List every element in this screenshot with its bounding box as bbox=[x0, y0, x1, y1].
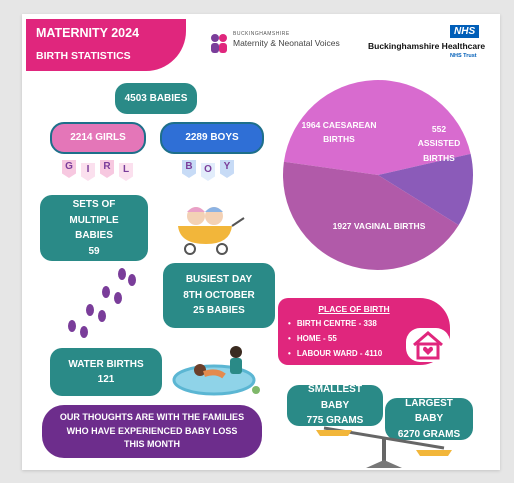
footprints-illustration bbox=[68, 268, 136, 338]
largest-baby-label: LARGEST BABY bbox=[405, 397, 453, 425]
busiest-day-box: BUSIEST DAY 8TH OCTOBER 25 BABIES bbox=[163, 263, 275, 328]
trust-suffix: NHS Trust bbox=[450, 53, 477, 59]
water-births-label: WATER BIRTHS bbox=[68, 358, 144, 370]
slice-label: 552 ASSISTED BIRTHS bbox=[417, 124, 461, 163]
multiples-box: SETS OF MULTIPLE BABIES 59 bbox=[40, 195, 148, 261]
banner-letter: G bbox=[62, 160, 76, 178]
place-of-birth-item: BIRTH CENTRE - 338 bbox=[288, 316, 450, 331]
multiples-value: 59 bbox=[88, 245, 100, 257]
header-title: MATERNITY 2024 bbox=[36, 26, 140, 40]
pram-illustration bbox=[178, 207, 245, 255]
banner-letter: I bbox=[81, 163, 95, 181]
place-of-birth-list: BIRTH CENTRE - 338HOME - 55LABOUR WARD -… bbox=[288, 316, 450, 362]
nhs-logo: NHS bbox=[450, 25, 480, 38]
message-box: OUR THOUGHTS ARE WITH THE FAMILIES WHO H… bbox=[42, 405, 262, 458]
pie-slice bbox=[283, 161, 459, 270]
slice-label: 1964 CAESAREAN BIRTHS bbox=[301, 120, 377, 145]
banner-letter: O bbox=[201, 163, 215, 181]
busiest-day-value: 25 BABIES bbox=[193, 305, 245, 317]
girls-box: 2214 GIRLS bbox=[50, 122, 146, 154]
largest-baby-value: 6270 GRAMS bbox=[397, 428, 461, 440]
banner-letter: B bbox=[182, 160, 196, 178]
banner-letter: Y bbox=[220, 160, 234, 178]
header-subtitle: BIRTH STATISTICS bbox=[36, 50, 131, 62]
mnv-icon bbox=[211, 34, 227, 53]
mnv-name: Maternity & Neonatal Voices bbox=[233, 38, 340, 48]
busiest-day-date: 8TH OCTOBER bbox=[183, 289, 255, 301]
banner-letter: R bbox=[100, 160, 114, 178]
scale-illustration bbox=[316, 426, 452, 468]
birth-type-pie bbox=[283, 79, 473, 270]
place-of-birth-item: HOME - 55 bbox=[288, 331, 450, 346]
water-births-box: WATER BIRTHS 121 bbox=[50, 348, 162, 396]
largest-baby-box: LARGEST BABY 6270 GRAMS bbox=[385, 398, 473, 440]
water-births-value: 121 bbox=[97, 374, 115, 385]
boys-box: 2289 BOYS bbox=[160, 122, 264, 154]
busiest-day-label: BUSIEST DAY bbox=[185, 274, 253, 286]
smallest-baby-label: SMALLEST BABY bbox=[308, 384, 362, 411]
water-birth-illustration bbox=[172, 346, 260, 396]
infographic: MATERNITY 2024 BIRTH STATISTICS BUCKINGH… bbox=[22, 14, 500, 470]
header-banner bbox=[26, 19, 186, 71]
babies-box: 4503 BABIES bbox=[115, 83, 197, 114]
multiples-label: SETS OF MULTIPLE BABIES bbox=[69, 199, 119, 241]
slice-label: 1927 VAGINAL BIRTHS bbox=[332, 221, 426, 231]
house-icon bbox=[406, 328, 450, 362]
smallest-baby-box: SMALLEST BABY 775 GRAMS bbox=[287, 384, 383, 427]
banner-letter: L bbox=[119, 163, 133, 181]
place-of-birth-item: LABOUR WARD - 4110 bbox=[288, 346, 450, 361]
mnv-top: BUCKINGHAMSHIRE bbox=[233, 31, 290, 37]
trust-name: Buckinghamshire Healthcare bbox=[368, 41, 486, 51]
pie-slice bbox=[378, 153, 473, 226]
place-of-birth-title: PLACE OF BIRTH bbox=[318, 304, 390, 314]
pie-slice bbox=[283, 79, 471, 175]
smallest-baby-value: 775 GRAMS bbox=[306, 415, 364, 427]
